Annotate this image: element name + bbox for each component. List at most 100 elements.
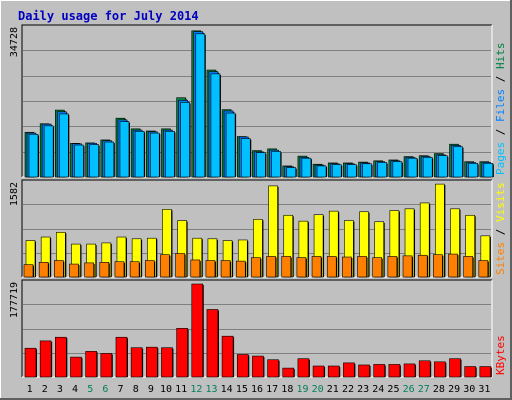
bar-sites-day-24	[372, 257, 383, 278]
bar-pages-day-11	[180, 102, 190, 178]
bar-sites-day-3	[54, 260, 64, 278]
bar-kbytes-day-4	[70, 356, 82, 378]
bar-kbytes-day-24	[373, 364, 386, 378]
x-tick-label-day-19: 19	[296, 384, 308, 395]
bar-kbytes-day-27	[418, 360, 431, 378]
bar-sites-day-20	[311, 256, 322, 278]
x-tick-label-day-27: 27	[418, 384, 430, 395]
x-tick-label-day-13: 13	[205, 384, 217, 395]
panel-border-dark	[21, 279, 492, 377]
panel-border-dark	[21, 24, 492, 177]
x-axis-day-labels: 1 2 3 4 5 6 7 8 9 10 11 12 13 14 15 16 17 18 19 20 21 22 23 24 2…	[27, 384, 491, 395]
bar-kbytes-day-19	[297, 358, 310, 378]
bar-pages-day-18	[286, 167, 297, 178]
x-tick-label-day-1: 1	[27, 384, 33, 395]
bar-pages-day-28	[438, 155, 448, 178]
bar-kbytes-day-13	[206, 309, 219, 378]
x-tick-label-day-10: 10	[160, 384, 172, 395]
bar-sites-day-8	[129, 261, 140, 278]
x-tick-label-day-8: 8	[133, 384, 139, 395]
bar-pages-day-29	[453, 146, 463, 178]
x-tick-label-day-21: 21	[327, 384, 339, 395]
x-tick-label-day-11: 11	[175, 384, 187, 395]
bar-sites-day-27	[417, 254, 428, 278]
x-tick-label-day-5: 5	[87, 384, 93, 395]
bar-sites-day-10	[160, 254, 170, 278]
bar-pages-day-15	[240, 138, 251, 178]
bar-pages-day-7	[119, 121, 130, 178]
bar-pages-day-2	[43, 125, 54, 178]
bar-kbytes-day-20	[312, 365, 325, 378]
x-tick-label-day-16: 16	[251, 384, 263, 395]
bar-pages-day-31	[483, 163, 494, 178]
bar-sites-day-30	[463, 256, 473, 278]
y-series-label-top: Pages / Files / Hits	[494, 43, 507, 176]
bar-kbytes-day-12	[191, 283, 204, 378]
x-tick-label-day-26: 26	[403, 384, 415, 395]
bar-kbytes-day-31	[479, 366, 492, 378]
x-tick-label-day-14: 14	[221, 384, 233, 395]
bar-pages-day-26	[407, 157, 418, 178]
bar-sites-day-26	[402, 255, 413, 278]
bar-sites-day-22	[342, 256, 352, 278]
bar-kbytes-day-10	[161, 347, 173, 378]
bar-pages-day-1	[28, 134, 39, 178]
legend-separator: /	[494, 122, 507, 142]
x-tick-label-day-25: 25	[387, 384, 399, 395]
bar-pages-day-3	[59, 113, 69, 178]
bar-sites-day-6	[99, 262, 110, 278]
bar-marks	[23, 30, 494, 378]
bar-pages-day-6	[104, 141, 115, 178]
x-tick-label-day-22: 22	[342, 384, 354, 395]
bar-kbytes-day-7	[115, 336, 128, 378]
y-max-label-bottom: 177719	[9, 282, 20, 318]
bar-sites-day-1	[23, 264, 34, 278]
legend-sites: Sites	[494, 242, 507, 275]
y-max-label-top: 34728	[9, 27, 20, 57]
bar-pages-day-19	[301, 157, 312, 178]
bar-pages-day-12	[195, 33, 206, 178]
bar-kbytes-day-22	[343, 362, 355, 378]
bar-sites-day-25	[387, 256, 398, 278]
bar-pages-day-4	[74, 144, 84, 178]
bar-kbytes-day-15	[236, 354, 249, 378]
bar-sites-day-7	[114, 261, 125, 278]
x-tick-label-day-20: 20	[312, 384, 324, 395]
x-tick-label-day-7: 7	[118, 384, 124, 395]
bar-kbytes-day-6	[100, 353, 113, 378]
legend-kbytes: KBytes	[494, 335, 507, 375]
bar-kbytes-day-5	[85, 351, 97, 378]
bar-pages-day-16	[256, 152, 266, 178]
bar-sites-day-12	[190, 259, 201, 278]
bar-sites-day-23	[357, 256, 367, 278]
bar-pages-day-24	[377, 162, 388, 178]
bar-kbytes-day-9	[145, 346, 158, 378]
legend-separator: /	[494, 222, 507, 242]
x-tick-label-day-31: 31	[478, 384, 490, 395]
bar-kbytes-day-14	[221, 335, 234, 378]
bar-pages-day-22	[347, 164, 357, 178]
bar-sites-day-2	[38, 262, 49, 278]
bar-kbytes-day-16	[252, 355, 264, 378]
x-tick-label-day-12: 12	[190, 384, 202, 395]
bar-sites-day-9	[144, 260, 155, 278]
bar-sites-day-21	[326, 256, 337, 278]
legend-separator: /	[494, 69, 507, 89]
x-tick-label-day-24: 24	[372, 384, 384, 395]
bar-sites-day-13	[205, 260, 216, 278]
x-tick-label-day-29: 29	[448, 384, 460, 395]
bar-sites-day-29	[448, 253, 458, 278]
bar-kbytes-day-23	[358, 364, 370, 378]
y-series-label-middle: Sites / Visits	[494, 182, 507, 275]
legend-visits: Visits	[494, 182, 507, 222]
bar-kbytes-day-17	[267, 359, 279, 378]
bar-sites-day-16	[251, 257, 261, 278]
bar-kbytes-day-21	[327, 365, 340, 378]
chart-title: Daily usage for July 2014	[18, 9, 199, 23]
bar-pages-day-25	[392, 161, 403, 178]
bar-sites-day-18	[281, 256, 292, 278]
bar-kbytes-day-25	[388, 364, 401, 378]
chart-panels	[21, 24, 493, 378]
bar-sites-day-4	[69, 263, 79, 278]
